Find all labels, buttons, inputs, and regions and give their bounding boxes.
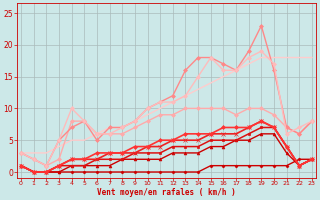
X-axis label: Vent moyen/en rafales ( km/h ): Vent moyen/en rafales ( km/h ) — [97, 188, 236, 197]
